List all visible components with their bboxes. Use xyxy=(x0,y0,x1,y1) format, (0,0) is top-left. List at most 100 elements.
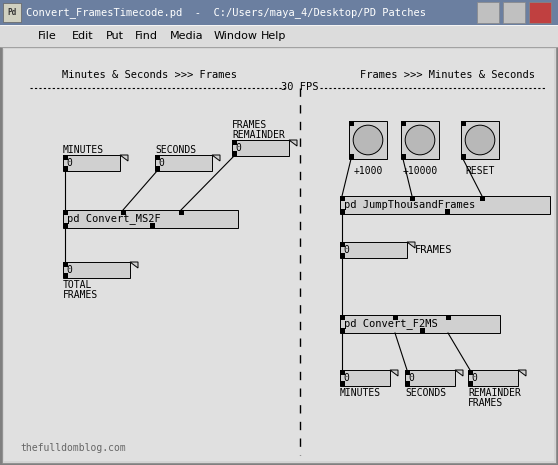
Polygon shape xyxy=(212,155,220,161)
Bar xyxy=(420,328,425,333)
Bar xyxy=(232,151,237,156)
Bar xyxy=(393,315,398,320)
Bar xyxy=(155,155,160,160)
Text: Minutes & Seconds >>> Frames: Minutes & Seconds >>> Frames xyxy=(62,70,237,80)
Text: SECONDS: SECONDS xyxy=(405,388,446,398)
Bar xyxy=(340,328,345,333)
Bar xyxy=(405,381,410,386)
Text: 0: 0 xyxy=(343,373,349,383)
Text: FRAMES: FRAMES xyxy=(415,245,453,255)
Text: Frames >>> Minutes & Seconds: Frames >>> Minutes & Seconds xyxy=(360,70,535,80)
Bar xyxy=(340,196,550,214)
Bar xyxy=(446,315,451,320)
Text: +10000: +10000 xyxy=(402,166,437,176)
Bar xyxy=(2,47,556,463)
Bar xyxy=(4,49,554,461)
Bar xyxy=(461,154,466,159)
Bar xyxy=(468,381,473,386)
Bar xyxy=(405,370,455,386)
Text: 0: 0 xyxy=(158,158,164,168)
Text: SECONDS: SECONDS xyxy=(155,145,196,155)
Bar xyxy=(3,3,21,22)
Bar xyxy=(445,209,450,214)
Text: REMAINDER: REMAINDER xyxy=(232,130,285,140)
Bar xyxy=(340,242,407,258)
Text: Media: Media xyxy=(170,31,204,41)
Bar xyxy=(155,166,160,171)
Circle shape xyxy=(465,125,495,155)
Text: pd Convert_F2MS: pd Convert_F2MS xyxy=(344,319,437,330)
Polygon shape xyxy=(130,262,138,268)
Text: 0: 0 xyxy=(343,245,349,255)
Bar xyxy=(340,370,345,375)
Text: Pd: Pd xyxy=(7,8,17,17)
Bar xyxy=(340,381,345,386)
Bar xyxy=(461,121,499,159)
Bar xyxy=(340,315,500,333)
Bar xyxy=(63,155,68,160)
Bar xyxy=(63,155,120,171)
Bar xyxy=(232,140,237,145)
Bar xyxy=(155,155,212,171)
Text: Help: Help xyxy=(261,31,286,41)
Text: FRAMES: FRAMES xyxy=(232,120,267,130)
Bar xyxy=(340,253,345,258)
Bar xyxy=(63,166,68,171)
Bar xyxy=(401,154,406,159)
Text: 0: 0 xyxy=(235,143,241,153)
Bar xyxy=(401,121,406,126)
Bar xyxy=(529,2,551,23)
Text: Find: Find xyxy=(135,31,158,41)
Text: TOTAL: TOTAL xyxy=(63,280,93,290)
Text: Put: Put xyxy=(106,31,124,41)
Circle shape xyxy=(353,125,383,155)
Bar xyxy=(0,0,558,25)
Bar xyxy=(179,210,184,215)
Bar xyxy=(121,210,126,215)
Bar xyxy=(150,223,155,228)
Bar xyxy=(503,2,525,23)
Text: FRAMES: FRAMES xyxy=(468,398,503,408)
Bar xyxy=(349,121,387,159)
Bar xyxy=(340,370,390,386)
Text: REMAINDER: REMAINDER xyxy=(468,388,521,398)
Text: 30 FPS: 30 FPS xyxy=(281,82,319,92)
Bar xyxy=(63,223,68,228)
Text: Window: Window xyxy=(214,31,258,41)
Text: MINUTES: MINUTES xyxy=(63,145,104,155)
Text: 0: 0 xyxy=(66,158,72,168)
Bar xyxy=(410,196,415,201)
Text: 0: 0 xyxy=(471,373,477,383)
Bar xyxy=(340,315,345,320)
Bar xyxy=(468,370,473,375)
Polygon shape xyxy=(120,155,128,161)
Text: MINUTES: MINUTES xyxy=(340,388,381,398)
Bar xyxy=(468,370,518,386)
Bar xyxy=(0,25,558,47)
Circle shape xyxy=(405,125,435,155)
Bar xyxy=(340,209,345,214)
Bar xyxy=(63,210,238,228)
Bar xyxy=(63,262,68,267)
Bar xyxy=(401,121,439,159)
Text: pd JumpThousandFrames: pd JumpThousandFrames xyxy=(344,200,475,210)
Bar xyxy=(232,140,289,156)
Bar xyxy=(340,242,345,247)
Text: File: File xyxy=(38,31,57,41)
Polygon shape xyxy=(407,242,415,248)
Bar xyxy=(63,210,68,215)
Text: pd Convert_MS2F: pd Convert_MS2F xyxy=(67,213,161,225)
Polygon shape xyxy=(518,370,526,376)
Bar xyxy=(461,121,466,126)
Bar xyxy=(480,196,485,201)
Bar xyxy=(340,196,345,201)
Text: 0: 0 xyxy=(66,265,72,275)
Bar xyxy=(405,370,410,375)
Text: FRAMES: FRAMES xyxy=(63,290,98,300)
Bar xyxy=(349,121,354,126)
Bar xyxy=(63,273,68,278)
Text: 0: 0 xyxy=(408,373,414,383)
Bar xyxy=(349,154,354,159)
Polygon shape xyxy=(289,140,297,146)
Bar xyxy=(63,262,130,278)
